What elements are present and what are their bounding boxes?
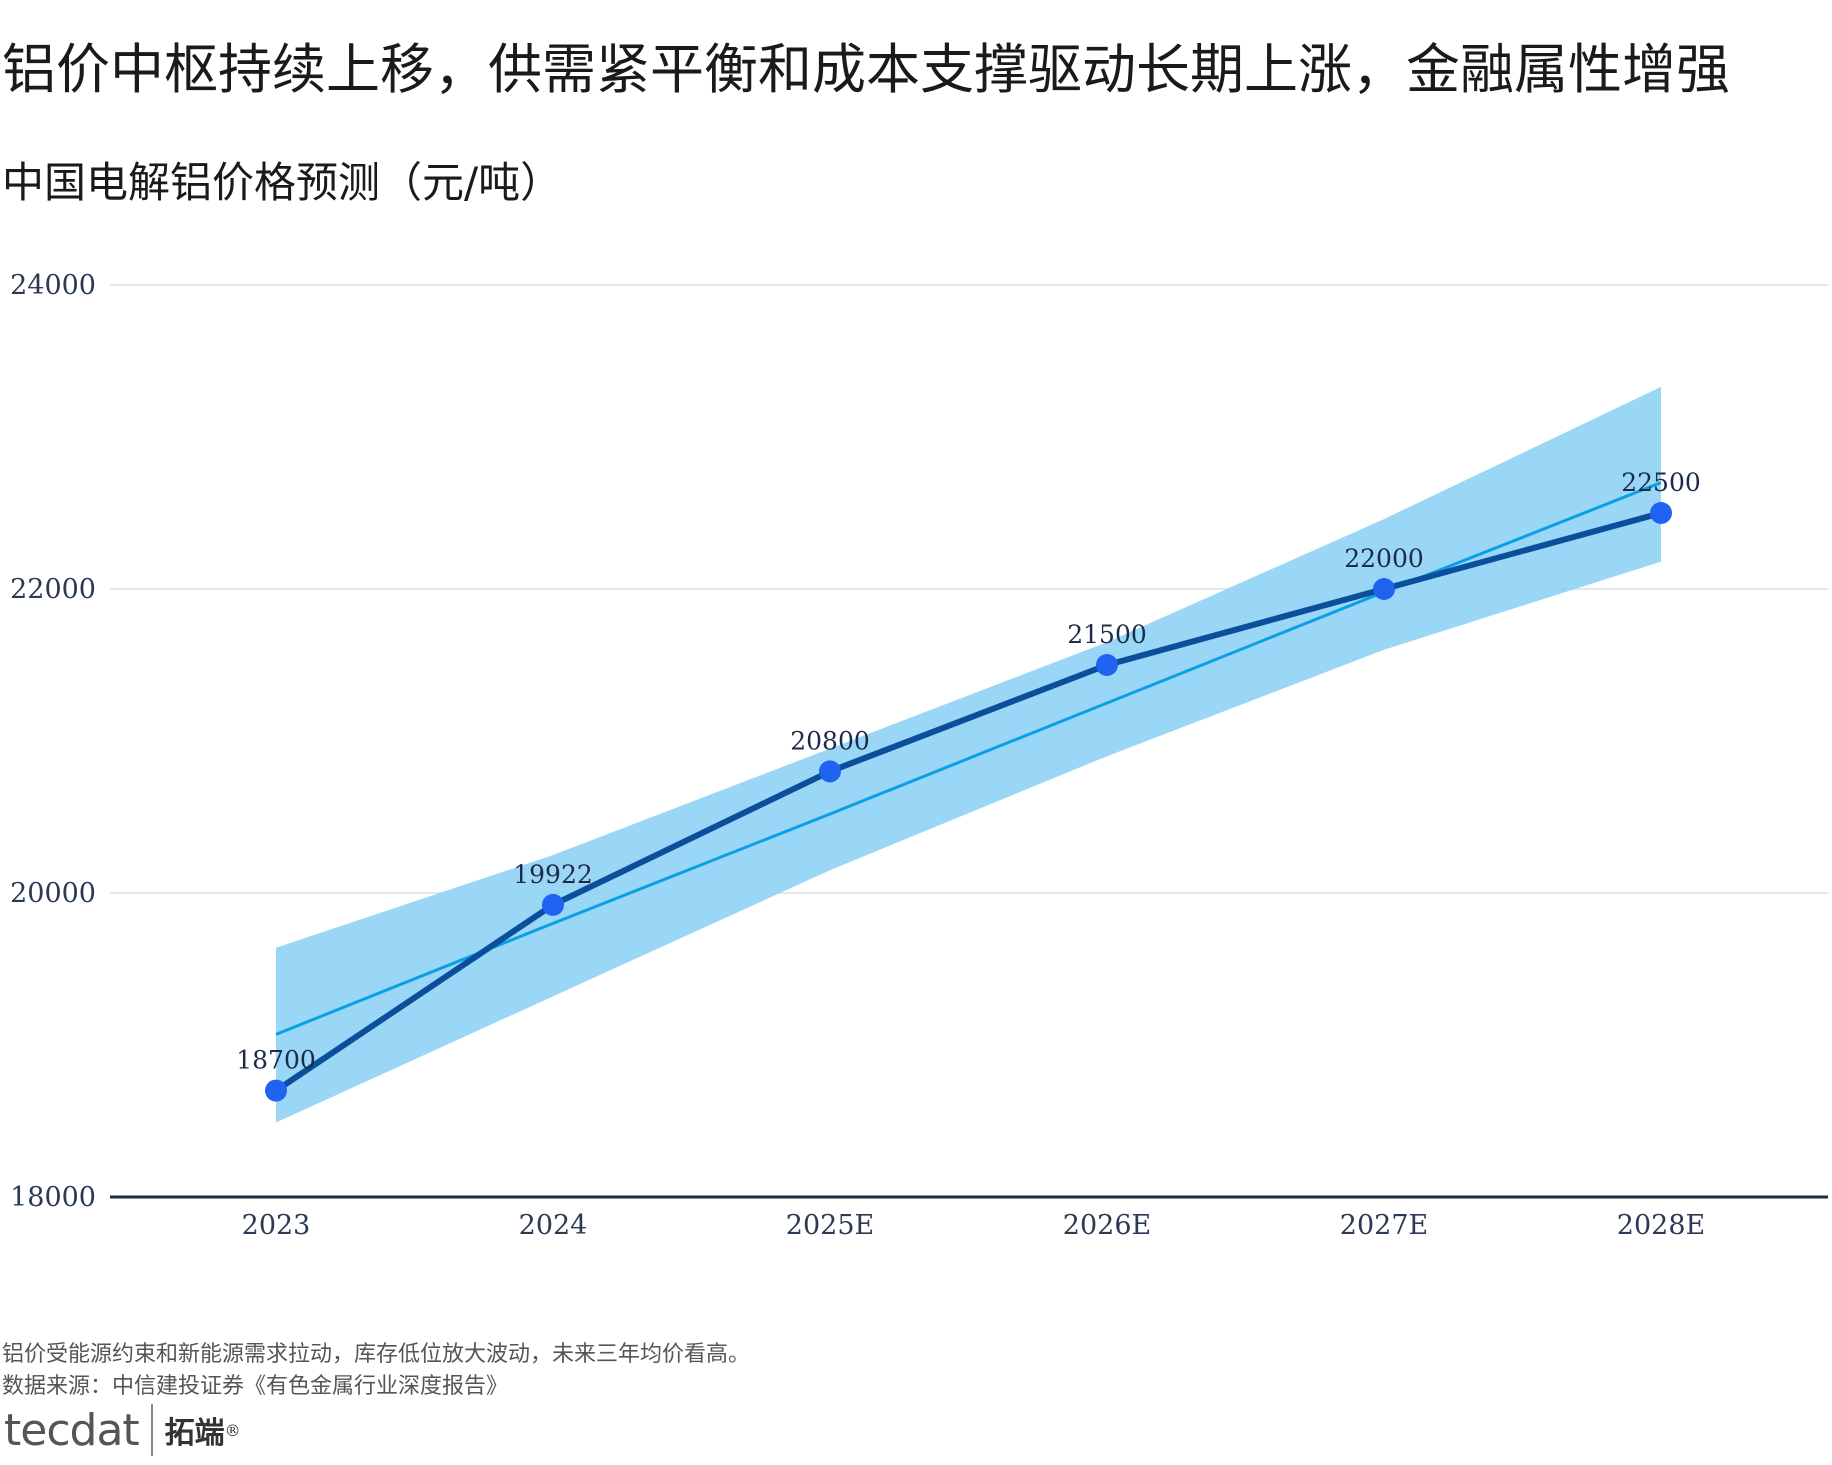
chart-title: 铝价中枢持续上移，供需紧平衡和成本支撑驱动长期上涨，金融属性增强 xyxy=(2,38,1730,101)
y-tick-label: 20000 xyxy=(10,878,96,909)
y-tick-label: 22000 xyxy=(10,574,96,605)
footnote: 铝价受能源约束和新能源需求拉动，库存低位放大波动，未来三年均价看高。 xyxy=(2,1342,751,1367)
data-point xyxy=(1373,578,1395,600)
data-label: 20800 xyxy=(790,726,870,755)
tecdat-logo: tecdat 拓端 ® xyxy=(4,1398,241,1462)
logo-cn: 拓端 xyxy=(164,1416,225,1451)
series-line xyxy=(274,510,1662,1094)
data-markers xyxy=(265,502,1672,1102)
x-tick-label: 2025E xyxy=(786,1210,874,1241)
data-label: 19922 xyxy=(513,860,593,889)
y-tick-label: 18000 xyxy=(10,1182,96,1213)
data-point xyxy=(1650,502,1672,524)
confidence-band-area xyxy=(276,386,1661,1123)
data-label: 22500 xyxy=(1621,468,1701,497)
x-tick-label: 2026E xyxy=(1063,1210,1151,1241)
x-axis-ticks: 2023 2024 2025E 2026E 2027E 2028E xyxy=(242,1210,1706,1241)
y-tick-label: 24000 xyxy=(10,270,96,301)
chart-subtitle: 中国电解铝价格预测（元/吨） xyxy=(2,158,563,207)
series-line-path xyxy=(274,510,1662,1094)
data-label: 18700 xyxy=(236,1046,316,1075)
data-point xyxy=(542,893,564,916)
x-tick-label: 2027E xyxy=(1340,1210,1428,1241)
logo-mark: tecdat xyxy=(4,1404,140,1456)
data-label: 21500 xyxy=(1067,620,1147,649)
line-chart: 18700 19922 20800 21500 22000 22500 18000 2000… xyxy=(10,270,1828,1241)
data-label: 22000 xyxy=(1344,544,1424,573)
logo-registered: ® xyxy=(224,1420,241,1440)
data-point xyxy=(819,760,841,783)
data-labels: 18700 19922 20800 21500 22000 22500 xyxy=(236,468,1701,1075)
logo-divider xyxy=(150,1404,153,1456)
data-point xyxy=(265,1079,287,1102)
source-note: 数据来源：中信建投证券《有色金属行业深度报告》 xyxy=(2,1374,509,1399)
data-point xyxy=(1096,654,1118,676)
x-tick-label: 2023 xyxy=(242,1210,311,1241)
y-axis-ticks: 18000 20000 22000 24000 xyxy=(10,270,96,1213)
confidence-band xyxy=(276,386,1661,1123)
x-tick-label: 2024 xyxy=(519,1210,588,1241)
x-tick-label: 2028E xyxy=(1617,1210,1705,1241)
